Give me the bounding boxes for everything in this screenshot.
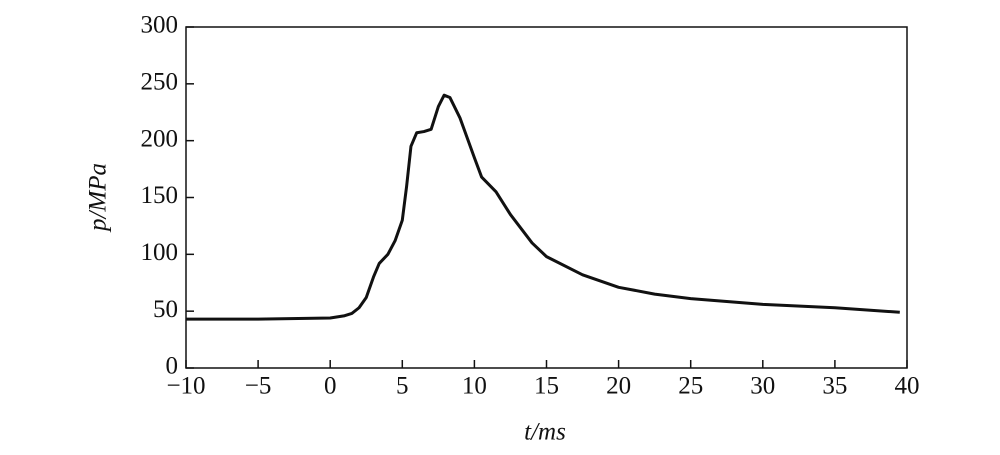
plot-frame (185, 26, 908, 369)
x-tick-label: −5 (245, 373, 272, 400)
x-tick-label: 40 (895, 373, 920, 400)
y-tick-label: 150 (141, 182, 179, 209)
x-tick-label: 5 (396, 373, 409, 400)
y-tick-label: 0 (166, 353, 179, 380)
y-tick-label: 50 (153, 296, 178, 323)
x-tick-label: −10 (166, 373, 205, 400)
x-tick-label: 30 (750, 373, 775, 400)
x-axis-label: t/ms (524, 419, 566, 446)
x-tick-label: 25 (678, 373, 703, 400)
data-line (186, 93, 900, 321)
x-tick-label: 35 (822, 373, 847, 400)
x-tick-label: 0 (324, 373, 337, 400)
y-tick-label: 200 (141, 125, 179, 152)
y-tick-label: 100 (141, 239, 179, 266)
y-tick-label: 250 (141, 69, 179, 96)
y-tick-label: 300 (141, 12, 179, 39)
x-tick-label: 20 (606, 373, 631, 400)
x-tick-label: 15 (534, 373, 559, 400)
y-axis-label: p/MPa (85, 163, 112, 233)
x-tick-label: 10 (462, 373, 487, 400)
